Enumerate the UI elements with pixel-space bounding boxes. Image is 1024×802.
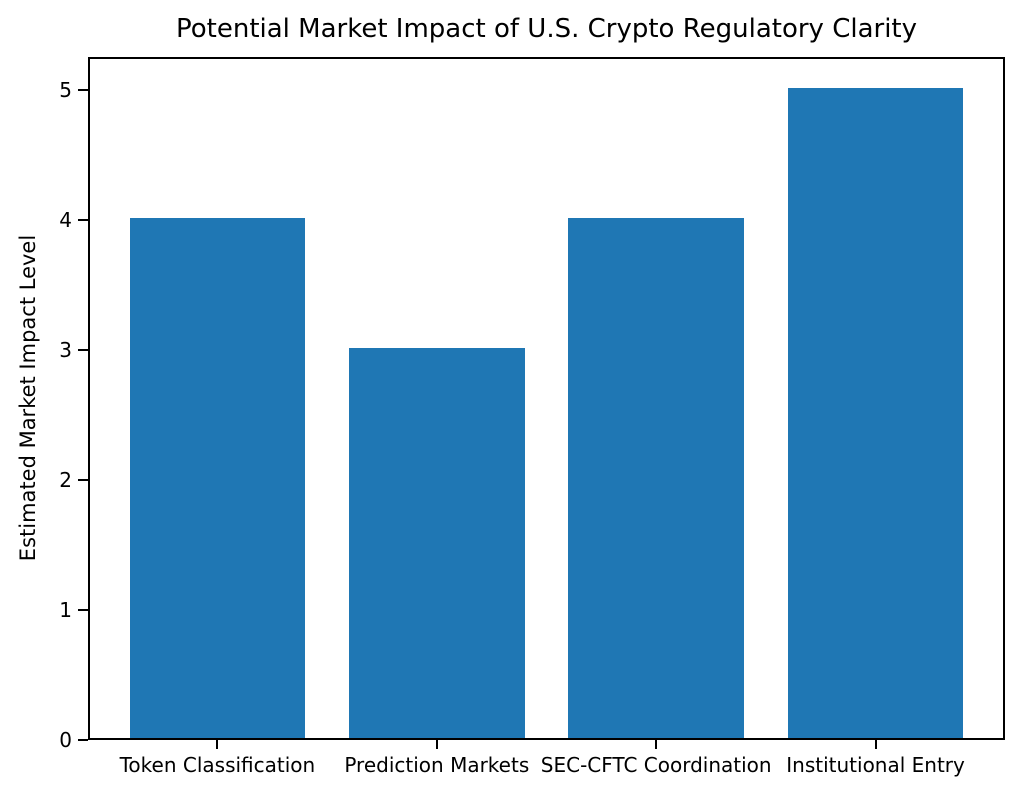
x-tick-mark-3 [874,740,877,749]
x-tick-mark-2 [655,740,658,749]
bar-3 [787,87,964,738]
y-tick-label-2: 2 [59,467,72,492]
x-tick-label-2: SEC-CFTC Coordination [540,753,772,777]
x-tick-mark-1 [435,740,438,749]
x-tick-mark-0 [216,740,219,749]
y-tick-label-4: 4 [59,207,72,232]
y-tick-label-3: 3 [59,337,72,362]
y-tick-mark-0 [78,739,88,741]
y-tick-mark-1 [78,608,88,611]
y-tick-mark-3 [78,348,88,351]
bar-1 [349,347,525,738]
bar-0 [129,217,306,738]
x-tick-label-3: Institutional Entry [786,753,965,777]
y-axis-label-text: Estimated Market Impact Level [16,234,40,562]
y-tick-label-0: 0 [59,728,72,752]
y-tick-mark-4 [78,218,88,221]
x-tick-label-1: Prediction Markets [344,753,530,777]
bar-2 [568,217,744,738]
plot-area [88,57,1005,740]
y-tick-mark-2 [78,478,88,481]
x-tick-label-0: Token Classification [119,753,316,777]
y-tick-mark-5 [78,88,88,91]
chart-title: Potential Market Impact of U.S. Crypto R… [175,14,918,44]
y-tick-label-1: 1 [59,597,72,622]
y-tick-label-5: 5 [59,77,72,102]
